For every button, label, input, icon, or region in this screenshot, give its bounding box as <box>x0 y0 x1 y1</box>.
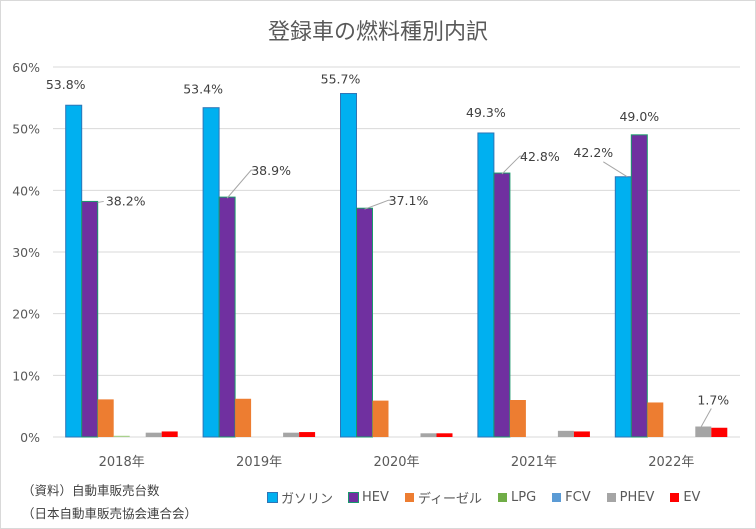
legend-swatch <box>552 493 562 502</box>
legend-label: FCV <box>565 490 591 505</box>
legend-item-EV: EV <box>670 490 700 505</box>
y-tick-label: 60% <box>12 60 40 75</box>
leader-line <box>603 161 628 178</box>
legend-item-LPG: LPG <box>498 490 536 505</box>
legend-label: LPG <box>511 490 537 505</box>
y-tick-label: 40% <box>12 183 40 198</box>
bar-ガソリン-2020年 <box>340 93 357 438</box>
legend-item-HEV: HEV <box>348 490 389 505</box>
bar-ディーゼル-2019年 <box>235 398 252 437</box>
data-label: 53.8% <box>46 77 86 92</box>
bar-ガソリン-2018年 <box>65 104 83 438</box>
bar-HEV-2021年 <box>493 172 511 438</box>
leader-line <box>97 200 104 203</box>
y-tick-label: 20% <box>12 307 40 322</box>
chart-title: 登録車の燃料種別内訳 <box>267 20 488 45</box>
bar-LPG-2018年 <box>113 435 130 437</box>
legend-label: ガソリン <box>281 492 334 507</box>
bar-ディーゼル-2021年 <box>509 400 526 437</box>
data-label: 42.2% <box>573 145 613 160</box>
data-label: 38.9% <box>251 163 291 178</box>
data-label: 38.2% <box>106 193 146 208</box>
y-tick-label: 0% <box>20 430 40 445</box>
source-note-line2: （日本自動車販売協会連合会） <box>22 506 198 521</box>
leader-line <box>364 199 395 210</box>
data-label: 49.3% <box>466 105 506 120</box>
bar-ガソリン-2019年 <box>202 107 220 438</box>
legend-label: PHEV <box>619 490 655 505</box>
bar-PHEV-2022年 <box>695 426 712 437</box>
bar-ガソリン-2022年 <box>614 176 632 438</box>
bar-HEV-2019年 <box>218 196 236 438</box>
legend-swatch <box>606 493 616 502</box>
bar-ディーゼル-2022年 <box>647 402 664 437</box>
bar-ディーゼル-2020年 <box>372 400 389 437</box>
source-note-line1: （資料）自動車販売台数 <box>22 483 160 498</box>
y-tick-label: 50% <box>12 122 40 137</box>
y-tick-label: 10% <box>12 368 40 383</box>
legend-item-PHEV: PHEV <box>606 490 655 505</box>
legend-label: ディーゼル <box>417 492 482 507</box>
bar-PHEV-2018年 <box>145 432 162 437</box>
legend-swatch <box>267 492 278 503</box>
legend-swatch <box>670 493 680 502</box>
bar-HEV-2020年 <box>356 207 373 438</box>
data-label: 53.4% <box>183 82 223 97</box>
legend-item-FCV: FCV <box>552 490 591 505</box>
x-tick-label: 2019年 <box>236 455 282 470</box>
x-tick-label: 2022年 <box>648 455 694 470</box>
leader-line <box>700 408 712 427</box>
legend-item-ディーゼル: ディーゼル <box>404 488 482 507</box>
x-tick-label: 2020年 <box>373 455 419 470</box>
bar-HEV-2022年 <box>630 134 648 438</box>
bar-ディーゼル-2018年 <box>97 399 114 437</box>
data-label: 1.7% <box>697 393 729 408</box>
bar-EV-2019年 <box>299 432 316 437</box>
bar-EV-2021年 <box>573 431 590 437</box>
x-tick-label: 2021年 <box>511 455 557 470</box>
legend-item-ガソリン: ガソリン <box>267 488 334 507</box>
data-label: 49.0% <box>619 109 659 124</box>
legend-label: HEV <box>362 490 389 505</box>
legend-swatch <box>404 493 414 502</box>
legend-swatch <box>498 493 507 502</box>
bar-EV-2018年 <box>161 431 178 437</box>
legend-label: EV <box>683 490 701 505</box>
bar-PHEV-2021年 <box>557 430 574 437</box>
data-label: 37.1% <box>389 193 429 208</box>
x-tick-label: 2018年 <box>99 455 145 470</box>
legend-swatch <box>348 492 360 503</box>
data-label: 42.8% <box>520 149 560 164</box>
bar-PHEV-2019年 <box>283 432 300 437</box>
bar-EV-2020年 <box>436 433 453 437</box>
bar-PHEV-2020年 <box>420 433 437 437</box>
leader-line <box>501 155 526 175</box>
data-label: 55.7% <box>321 72 361 87</box>
leader-line <box>226 169 258 199</box>
y-tick-label: 30% <box>12 245 40 260</box>
bar-HEV-2018年 <box>81 200 99 438</box>
bar-EV-2022年 <box>711 427 728 437</box>
legend: ガソリン HEV ディーゼル LPG FCV PHEV EV <box>267 488 716 507</box>
bar-ガソリン-2021年 <box>477 132 495 438</box>
